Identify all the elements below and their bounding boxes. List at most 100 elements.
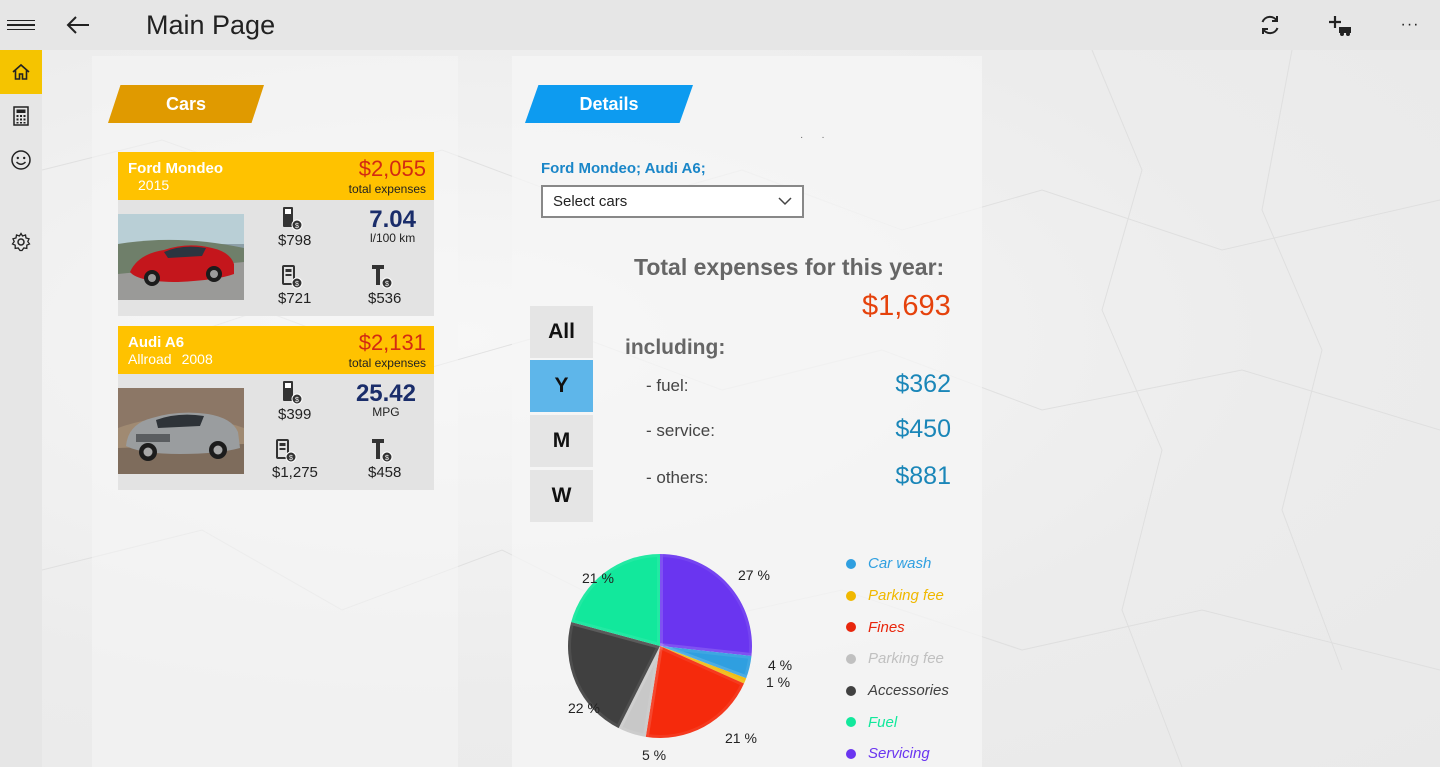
period-all-button[interactable]: All	[530, 306, 593, 358]
legend-dot	[846, 558, 856, 569]
consumption-unit: l/100 km	[369, 231, 416, 245]
fuel-consumption: 7.04 l/100 km	[369, 206, 416, 245]
nav-home[interactable]	[0, 50, 42, 94]
select-cars-dropdown[interactable]: Select cars	[541, 185, 804, 218]
tab-cars[interactable]: Cars	[108, 85, 264, 123]
car-total-expenses: $2,055	[358, 156, 426, 181]
more-button[interactable]: ···	[1390, 10, 1430, 40]
nav-calculator[interactable]	[0, 94, 42, 138]
dropdown-value: Select cars	[553, 193, 628, 210]
other-amount: $536	[368, 290, 402, 307]
period-month-button[interactable]: M	[530, 415, 593, 467]
pie-slice	[567, 550, 663, 650]
fuel-pump-icon: $	[283, 207, 303, 231]
nav-settings[interactable]	[0, 220, 42, 264]
legend-item: Parking fee	[846, 580, 949, 612]
pie-slice-label: 1 %	[766, 674, 790, 690]
smiley-icon	[11, 150, 31, 170]
tool-icon: $	[372, 265, 393, 289]
page-title: Main Page	[146, 10, 276, 40]
car-subtitle: Allroad 2008	[128, 351, 213, 367]
legend-dot	[846, 653, 856, 664]
expenses-pie-chart: 27 % 4 % 1 % 21 % 5 % 22 % 21 %	[560, 545, 800, 767]
pie-slice	[658, 643, 751, 688]
breakdown-others: - others: $881	[646, 462, 951, 490]
refresh-button[interactable]	[1250, 10, 1290, 40]
legend-label: Car wash	[868, 555, 932, 573]
pie-slice-label: 21 %	[582, 570, 614, 586]
car-total-label: total expenses	[348, 182, 426, 196]
car-year: 2015	[138, 177, 170, 193]
legend-dot	[846, 685, 856, 696]
car-subtitle: 2015	[128, 177, 169, 193]
back-button[interactable]	[62, 10, 94, 40]
total-expenses-title: Total expenses for this year:	[634, 254, 945, 280]
legend-label: Servicing	[868, 745, 930, 763]
legend-item: Car wash	[846, 548, 949, 580]
other-expense: $ $536	[368, 262, 401, 307]
legend-label: Parking fee	[868, 650, 944, 668]
breakdown-label: - fuel:	[646, 376, 689, 395]
legend-dot	[846, 622, 856, 633]
service-expense: $ $721	[278, 262, 311, 307]
pie-slice	[642, 641, 748, 741]
pie-slice-label: 27 %	[738, 567, 770, 583]
car-card-audi-a6[interactable]: Audi A6 Allroad 2008 $2,131 total expense…	[118, 326, 434, 490]
including-label: including:	[625, 336, 726, 359]
tab-details-label: Details	[579, 93, 639, 114]
period-label: M	[552, 429, 571, 452]
legend-dot	[846, 590, 856, 601]
service-icon: $	[282, 265, 303, 289]
breakdown-value: $881	[895, 462, 951, 490]
other-amount: $458	[368, 464, 402, 481]
service-amount: $1,275	[272, 464, 318, 481]
refresh-icon	[1261, 15, 1279, 35]
pie-slice-label: 5 %	[642, 747, 666, 763]
tab-details[interactable]: Details	[525, 85, 693, 123]
back-arrow-icon	[66, 16, 89, 34]
total-expenses-value: $1,693	[862, 290, 951, 322]
pie-slice-label: 4 %	[768, 657, 792, 673]
legend-item: Accessories	[846, 675, 949, 707]
car-year: 2008	[181, 351, 213, 367]
top-actions: ···	[1250, 10, 1430, 40]
legend-label: Accessories	[868, 682, 949, 700]
add-car-button[interactable]	[1320, 10, 1360, 40]
calculator-icon	[13, 106, 29, 126]
svg-text:$: $	[385, 281, 389, 288]
legend-dot	[846, 748, 856, 759]
pie-slice	[657, 550, 755, 660]
pie-slice	[565, 618, 665, 733]
top-bar: Main Page ···	[0, 0, 1440, 50]
selected-cars-label: Ford Mondeo; Audi A6;	[541, 160, 706, 177]
consumption-value: 7.04	[369, 206, 416, 233]
period-year-button[interactable]: Y	[530, 360, 593, 412]
pie-slice-label: 22 %	[568, 700, 600, 716]
car-name: Audi A6	[128, 334, 185, 351]
fuel-amount: $798	[278, 232, 312, 249]
hamburger-menu-icon[interactable]	[0, 0, 42, 50]
service-amount: $721	[278, 290, 312, 307]
nav-feedback[interactable]	[0, 138, 42, 182]
period-label: Y	[554, 374, 569, 397]
more-icon: ···	[1400, 16, 1420, 33]
chevron-down-icon	[778, 193, 792, 209]
tab-cars-label: Cars	[165, 93, 207, 114]
svg-text:$: $	[385, 455, 389, 462]
pie-legend: Car wash Parking fee Fines Parking fee A…	[846, 548, 949, 767]
svg-text:$: $	[295, 223, 299, 230]
car-variant: Allroad	[128, 351, 172, 367]
legend-item: Fines	[846, 611, 949, 643]
car-card-ford-mondeo[interactable]: Ford Mondeo 2015 $2,055 total expenses $…	[118, 152, 434, 316]
period-week-button[interactable]: W	[530, 470, 593, 522]
pager-dots: ··	[800, 132, 843, 143]
fuel-consumption: 25.42 MPG	[356, 380, 416, 419]
service-icon: $	[276, 439, 297, 463]
legend-item: Parking fee	[846, 643, 949, 675]
legend-label: Parking fee	[868, 587, 944, 605]
legend-label: Fines	[868, 618, 905, 636]
legend-item: Fuel	[846, 706, 949, 738]
legend-dot	[846, 717, 856, 728]
fuel-pump-icon: $	[283, 381, 303, 405]
consumption-unit: MPG	[372, 405, 400, 419]
